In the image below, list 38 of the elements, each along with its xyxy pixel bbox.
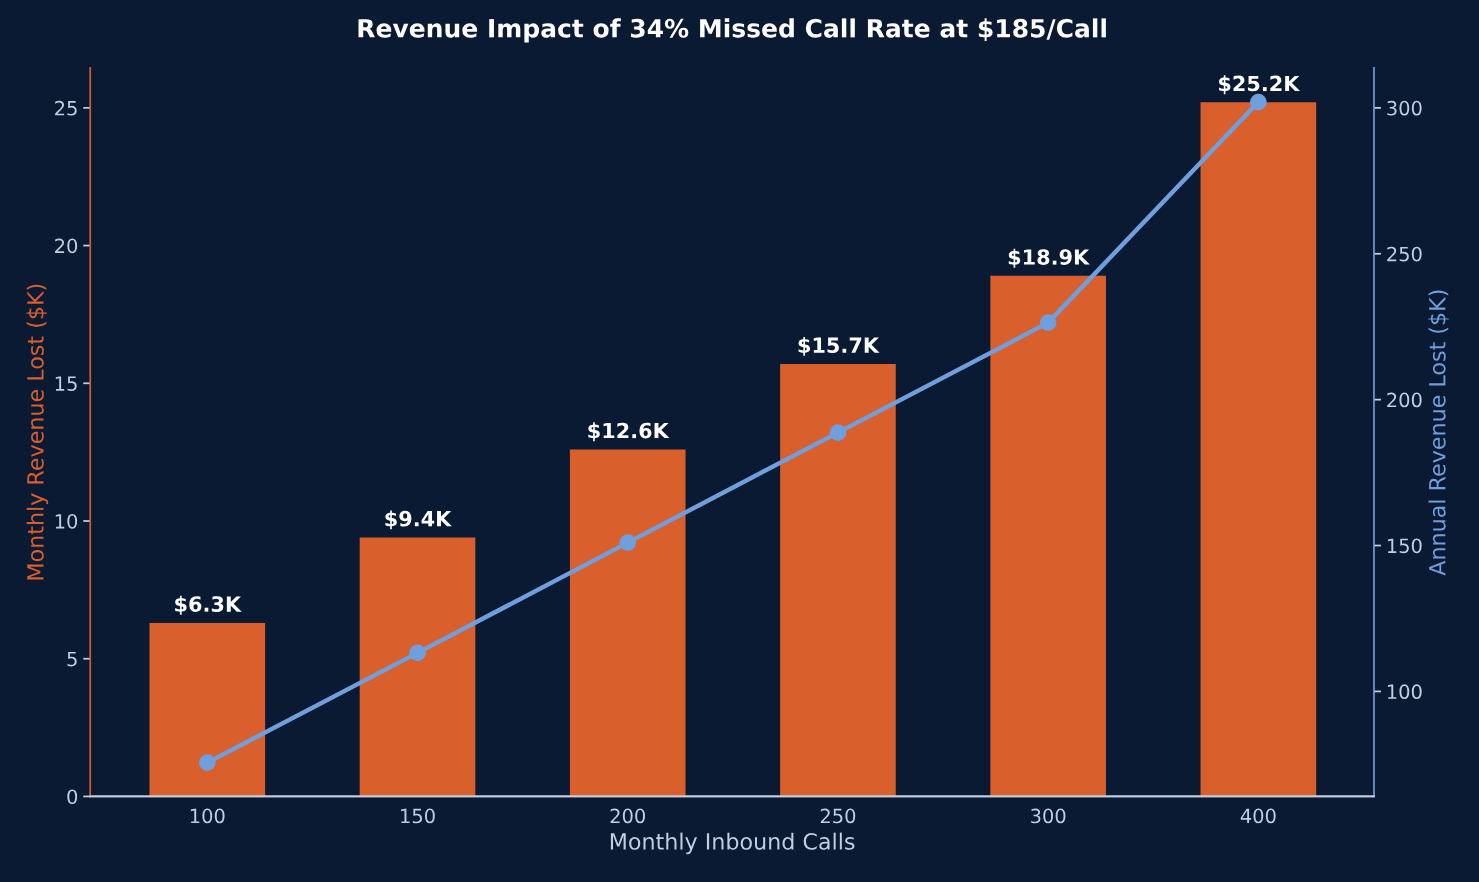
point [1039, 314, 1057, 331]
bar [1200, 102, 1317, 797]
y-tick-label: 25 [55, 100, 77, 116]
y-tick-label: 15 [55, 376, 77, 391]
y2-tick-label: 250 [1387, 246, 1422, 262]
x-tick-label: 300 [1031, 808, 1066, 824]
bar [990, 275, 1106, 797]
y-tick-label: 0 [67, 789, 78, 805]
x-tick-label: 250 [820, 808, 856, 824]
x-tick-label: 100 [190, 808, 225, 824]
data-label: $9.4K [385, 510, 452, 530]
y2-tick-label: 300 [1387, 100, 1422, 116]
x-axis-title: Monthly Inbound Calls [610, 832, 855, 855]
bar [780, 364, 896, 797]
data-label: $12.6K [588, 422, 670, 442]
point [409, 644, 426, 662]
y-axis-title: Monthly Revenue Lost ($K) [26, 284, 49, 580]
data-label: $6.3K [175, 595, 242, 615]
chart-title: Revenue Impact of 34% Missed Call Rate at $185/Call [358, 18, 1106, 43]
bar [359, 537, 476, 797]
point [619, 534, 637, 551]
data-label: $25.2K [1218, 75, 1301, 95]
x-tick-label: 150 [401, 808, 435, 824]
y-tick-label: 20 [55, 238, 78, 254]
y2-tick-label: 150 [1387, 538, 1422, 554]
x-tick-label: 400 [1240, 808, 1276, 824]
y-tick-label: 5 [67, 651, 77, 667]
bar [569, 449, 686, 797]
point [829, 424, 847, 441]
data-label: $15.7K [798, 336, 880, 356]
y2-tick-label: 100 [1387, 684, 1422, 700]
y-tick-label: 10 [55, 513, 78, 529]
y2-axis-title: Annual Revenue Lost ($K) [1428, 290, 1449, 576]
y2-tick-label: 200 [1387, 392, 1422, 408]
point [198, 754, 216, 771]
x-tick-label: 200 [610, 808, 645, 824]
bar [149, 622, 266, 797]
data-label: $18.9K [1008, 248, 1090, 268]
